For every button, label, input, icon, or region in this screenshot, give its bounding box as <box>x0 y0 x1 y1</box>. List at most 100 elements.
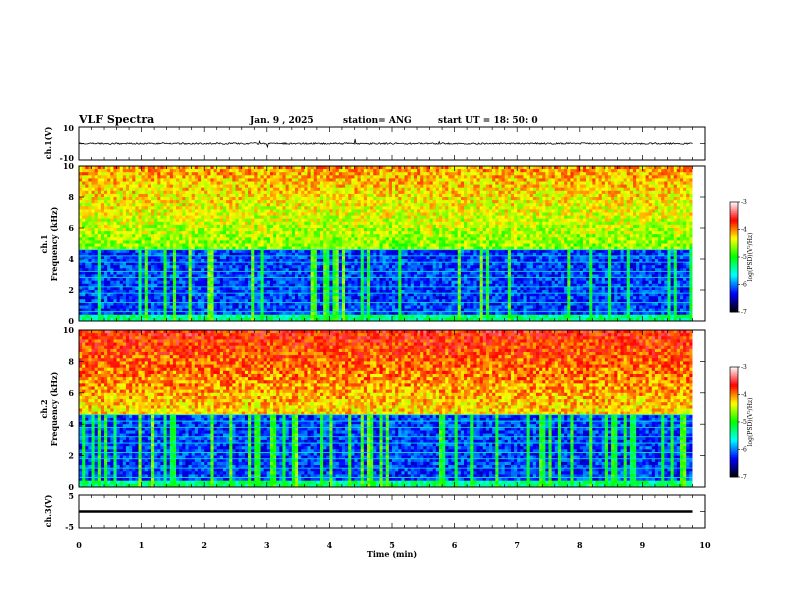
spectrogram-cell <box>266 197 271 201</box>
spectrogram-cell <box>160 231 164 235</box>
spectrogram-cell <box>282 228 286 232</box>
spectrogram-cell <box>557 206 562 210</box>
spectrogram-cell <box>185 224 189 229</box>
spectrogram-cell <box>345 240 349 244</box>
spectrogram-cell <box>182 209 186 213</box>
spectrogram-cell <box>561 240 565 244</box>
spectrogram-cell <box>222 181 227 185</box>
spectrogram-cell <box>147 215 152 220</box>
spectrogram-cell <box>166 234 171 238</box>
spectrogram-cell <box>373 181 377 185</box>
spectrogram-cell <box>636 184 640 189</box>
spectrogram-cell <box>626 172 631 176</box>
spectrogram-cell <box>357 203 362 207</box>
spectrogram-cell <box>251 240 255 244</box>
spectrogram-cell <box>182 166 186 170</box>
spectrogram-cell <box>492 181 496 185</box>
spectrogram-cell <box>122 228 127 232</box>
spectrogram-cell <box>520 200 524 204</box>
spectrogram-cell <box>683 172 687 176</box>
spectrogram-cell <box>298 187 302 192</box>
spectrogram-cell <box>476 166 481 170</box>
spectrogram-cell <box>323 237 327 241</box>
spectrogram-cell <box>157 197 161 201</box>
spectrogram-cell <box>360 190 365 195</box>
spectrogram-cell <box>357 166 362 170</box>
spectrogram-cell <box>363 169 368 173</box>
spectrogram-cell <box>639 169 643 173</box>
spectrogram-cell <box>586 215 590 220</box>
spectrogram-cell <box>351 166 355 170</box>
spectrogram-cell <box>238 221 243 226</box>
spectrogram-cell <box>266 169 271 173</box>
spectrogram-cell <box>498 218 502 223</box>
spectrogram-cell <box>548 190 553 195</box>
spectrogram-cell <box>420 224 424 229</box>
spectrogram-cell <box>351 190 355 195</box>
spectrogram-cell <box>138 197 142 201</box>
spectrogram-cell <box>598 218 603 223</box>
spectrogram-cell <box>338 228 343 232</box>
spectrogram-cell <box>413 240 418 244</box>
spectrogram-cell <box>539 212 543 216</box>
spectrogram-cell <box>601 178 606 182</box>
spectrogram-cell <box>598 231 603 235</box>
spectrogram-cell <box>526 206 531 210</box>
spectrogram-cell <box>598 240 603 244</box>
spectrogram-cell <box>617 237 621 241</box>
spectrogram-cell <box>417 231 421 235</box>
spectrogram-cell <box>110 234 114 238</box>
spectrogram-cell <box>307 190 312 195</box>
spectrogram-cell <box>194 240 199 244</box>
spectrogram-cell <box>388 215 393 220</box>
spectrogram-cell <box>679 212 684 216</box>
spectrogram-cell <box>651 184 656 189</box>
spectrogram-cell <box>273 193 277 198</box>
spectrogram-cell <box>313 175 318 179</box>
spectrogram-cell <box>636 218 640 223</box>
spectrogram-cell <box>354 234 358 238</box>
spectrogram-cell <box>507 228 512 232</box>
spectrogram-cell <box>385 184 390 189</box>
spectrogram-cell <box>545 218 549 223</box>
spectrogram-cell <box>194 237 199 241</box>
spectrogram-cell <box>238 166 243 170</box>
spectrogram-cell <box>172 206 177 210</box>
spectrogram-cell <box>348 172 352 176</box>
spectrogram-cell <box>642 215 646 220</box>
spectrogram-cell <box>82 197 86 201</box>
spectrogram-cell <box>514 178 518 182</box>
spectrogram-cell <box>454 187 459 192</box>
spectrogram-cell <box>116 221 121 226</box>
spectrogram-cell <box>648 190 653 195</box>
spectrogram-cell <box>413 237 418 241</box>
spectrogram-cell <box>288 218 293 223</box>
spectrogram-cell <box>326 206 330 210</box>
spectrogram-cell <box>323 203 327 207</box>
spectrogram-cell <box>207 169 211 173</box>
spectrogram-cell <box>266 234 271 238</box>
spectrogram-cell <box>614 206 618 210</box>
spectrogram-cell <box>360 209 365 213</box>
spectrogram-cell <box>451 228 455 232</box>
spectrogram-cell <box>251 221 255 226</box>
spectrogram-cell <box>454 221 459 226</box>
spectrogram-cell <box>91 200 96 204</box>
spectrogram-cell <box>476 172 481 176</box>
spectrogram-cell <box>188 169 193 173</box>
spectrogram-cell <box>79 237 83 241</box>
spectrogram-cell <box>582 169 587 173</box>
spectrogram-cell <box>611 209 615 213</box>
spectrogram-cell <box>526 166 531 170</box>
spectrogram-cell <box>670 172 675 176</box>
spectrogram-cell <box>110 224 114 229</box>
spectrogram-cell <box>135 175 139 179</box>
spectrogram-cell <box>426 187 430 192</box>
spectrogram-cell <box>366 240 371 244</box>
spectrogram-cell <box>97 193 102 198</box>
spectrogram-cell <box>395 215 399 220</box>
spectrogram-cell <box>573 209 578 213</box>
spectrogram-cell <box>116 206 121 210</box>
spectrogram-cell <box>629 221 634 226</box>
spectrogram-cell <box>554 190 559 195</box>
